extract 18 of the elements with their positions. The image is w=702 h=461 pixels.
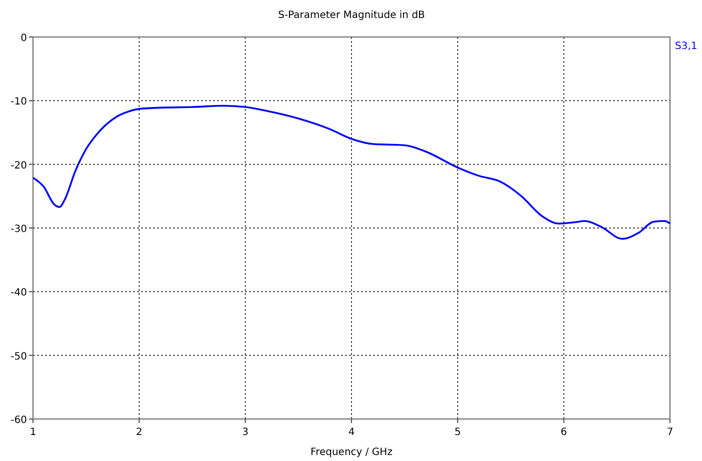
y-tick-label: -20 (10, 160, 27, 172)
line-series (32, 104, 671, 240)
y-tick-label: -60 (10, 415, 27, 426)
x-tick-label: 6 (560, 427, 568, 438)
x-tick-label: 3 (242, 427, 249, 438)
x-tick-label: 7 (666, 427, 674, 438)
text: S3,1 (675, 41, 698, 52)
y-tick-label: -50 (10, 351, 27, 362)
x-axis-title: Frequency / GHz (310, 447, 392, 458)
y-tick-label: -10 (10, 96, 27, 108)
y-tick-label: 0 (20, 33, 27, 44)
x-tick-label: 2 (136, 427, 142, 438)
x-tick-label: 5 (454, 427, 461, 438)
chart-title: S-Parameter Magnitude in dB (278, 10, 426, 21)
y-tick-label: -40 (10, 288, 27, 299)
y-tick-label: -30 (10, 224, 27, 235)
x-tick-label: 1 (30, 427, 36, 438)
x-tick-label: 4 (348, 427, 355, 438)
